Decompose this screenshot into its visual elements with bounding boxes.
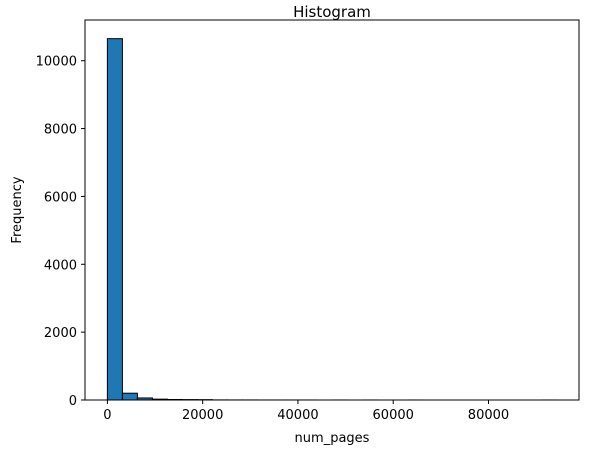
x-tick-label: 20000 bbox=[182, 408, 223, 423]
y-tick-label: 2000 bbox=[44, 326, 77, 341]
y-axis-ticks: 0 2000 4000 6000 8000 10000 bbox=[36, 55, 85, 409]
histogram-bar-0 bbox=[107, 39, 122, 400]
x-axis-title: num_pages bbox=[295, 431, 370, 446]
x-tick-label: 60000 bbox=[373, 408, 414, 423]
y-tick-label: 8000 bbox=[44, 123, 77, 138]
y-tick-label: 4000 bbox=[44, 258, 77, 273]
y-tick-label: 0 bbox=[69, 394, 77, 409]
y-axis-title: Frequency bbox=[10, 176, 25, 243]
x-tick-label: 0 bbox=[103, 408, 111, 423]
chart-title: Histogram bbox=[293, 3, 371, 21]
bars-group bbox=[107, 39, 557, 400]
x-axis-ticks: 0 20000 40000 60000 80000 bbox=[103, 400, 509, 423]
plot-frame bbox=[85, 20, 579, 400]
x-tick-label: 80000 bbox=[468, 408, 509, 423]
y-tick-label: 6000 bbox=[44, 190, 77, 205]
histogram-bar-1 bbox=[122, 393, 137, 400]
x-tick-label: 40000 bbox=[277, 408, 318, 423]
y-tick-label: 10000 bbox=[36, 55, 77, 70]
